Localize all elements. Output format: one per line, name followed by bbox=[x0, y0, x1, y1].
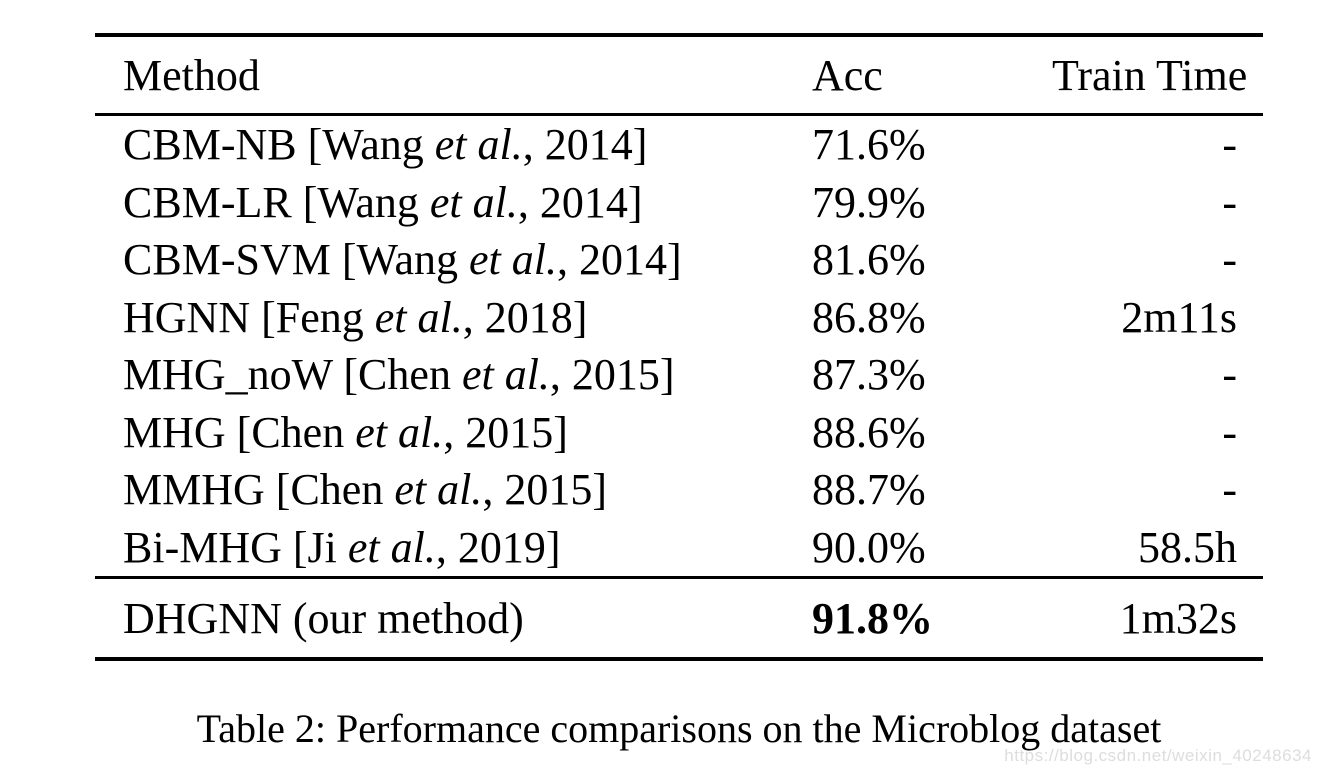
train-time-cell: - bbox=[1222, 177, 1237, 227]
method-cell: Bi-MHG [Ji et al., 2019] bbox=[123, 522, 812, 573]
method-text-post: , 2015] bbox=[443, 407, 568, 457]
train-time-cell: 1m32s bbox=[1119, 593, 1237, 643]
train-time-cell: 2m11s bbox=[1121, 292, 1237, 342]
method-etal-italic: et al. bbox=[374, 292, 463, 342]
acc-cell: 88.7% bbox=[812, 465, 926, 515]
acc-cell: 79.9% bbox=[812, 177, 926, 227]
top-rule bbox=[95, 33, 1263, 37]
method-cell: MHG [Chen et al., 2015] bbox=[123, 407, 812, 458]
method-text-pre: Bi-MHG [Ji bbox=[123, 522, 348, 572]
table-row: CBM-SVM [Wang et al., 2014] 81.6% - bbox=[95, 231, 1263, 289]
train-time-cell: - bbox=[1222, 235, 1237, 285]
method-text-pre: MMHG [Chen bbox=[123, 465, 395, 515]
method-cell: MMHG [Chen et al., 2015] bbox=[123, 464, 812, 515]
header-rule bbox=[95, 113, 1263, 116]
method-etal-italic: et al. bbox=[347, 522, 436, 572]
table-row: HGNN [Feng et al., 2018] 86.8% 2m11s bbox=[95, 289, 1263, 347]
method-cell: CBM-NB [Wang et al., 2014] bbox=[123, 119, 812, 170]
header-row: Method Acc Train Time bbox=[95, 37, 1263, 113]
method-cell: CBM-LR [Wang et al., 2014] bbox=[123, 177, 812, 228]
train-time-cell: - bbox=[1222, 120, 1237, 170]
highlight-row: DHGNN (our method) 91.8% 1m32s bbox=[95, 579, 1263, 657]
method-text-post: , 2014] bbox=[557, 235, 682, 285]
method-etal-italic: et al. bbox=[394, 465, 483, 515]
acc-cell: 88.6% bbox=[812, 407, 926, 457]
table-row: CBM-NB [Wang et al., 2014] 71.6% - bbox=[95, 116, 1263, 174]
method-cell: MHG_noW [Chen et al., 2015] bbox=[123, 349, 812, 400]
train-time-cell: 58.5h bbox=[1138, 522, 1237, 572]
method-text-post: , 2015] bbox=[549, 350, 675, 400]
method-text-pre: CBM-LR [Wang bbox=[123, 177, 430, 227]
method-text-post: , 2018] bbox=[462, 292, 588, 342]
pre-highlight-rule bbox=[95, 576, 1263, 579]
method-text-post: , 2019] bbox=[435, 522, 561, 572]
method-text-pre: MHG [Chen bbox=[123, 407, 356, 457]
method-text-post: , 2014] bbox=[517, 177, 643, 227]
method-text-pre: HGNN [Feng bbox=[123, 292, 375, 342]
col-header-acc: Acc bbox=[812, 50, 883, 100]
method-text-post: , 2015] bbox=[482, 465, 607, 515]
watermark-text: https://blog.csdn.net/weixin_40248634 bbox=[1004, 746, 1312, 765]
method-text-pre: CBM-NB [Wang bbox=[123, 120, 435, 170]
method-etal-italic: et al. bbox=[469, 235, 558, 285]
method-cell: CBM-SVM [Wang et al., 2014] bbox=[123, 234, 812, 285]
method-cell: DHGNN (our method) bbox=[123, 593, 812, 644]
results-table: Method Acc Train Time CBM-NB [Wang et al… bbox=[95, 33, 1263, 753]
acc-cell: 86.8% bbox=[812, 292, 926, 342]
acc-cell: 71.6% bbox=[812, 120, 926, 170]
col-header-method: Method bbox=[123, 50, 260, 100]
method-etal-italic: et al. bbox=[434, 120, 523, 170]
table-row: MHG_noW [Chen et al., 2015] 87.3% - bbox=[95, 346, 1263, 404]
method-text: DHGNN (our method) bbox=[123, 593, 524, 643]
acc-cell: 81.6% bbox=[812, 235, 926, 285]
acc-cell: 87.3% bbox=[812, 350, 926, 400]
table-row: MHG [Chen et al., 2015] 88.6% - bbox=[95, 404, 1263, 462]
method-text-post: , 2014] bbox=[522, 120, 648, 170]
acc-cell: 90.0% bbox=[812, 522, 926, 572]
table-row: CBM-LR [Wang et al., 2014] 79.9% - bbox=[95, 174, 1263, 232]
method-text-pre: CBM-SVM [Wang bbox=[123, 235, 470, 285]
train-time-cell: - bbox=[1222, 407, 1237, 457]
table-caption: Table 2: Performance comparisons on the … bbox=[196, 706, 1162, 751]
train-time-cell: - bbox=[1222, 350, 1237, 400]
train-time-cell: - bbox=[1222, 465, 1237, 515]
col-header-train-time: Train Time bbox=[1052, 50, 1248, 100]
table-body: CBM-NB [Wang et al., 2014] 71.6% - CBM-L… bbox=[95, 116, 1263, 576]
table-row: MMHG [Chen et al., 2015] 88.7% - bbox=[95, 461, 1263, 519]
method-etal-italic: et al. bbox=[355, 407, 444, 457]
method-text-pre: MHG_noW [Chen bbox=[123, 350, 462, 400]
method-etal-italic: et al. bbox=[461, 350, 550, 400]
acc-cell: 91.8% bbox=[812, 593, 933, 643]
method-cell: HGNN [Feng et al., 2018] bbox=[123, 292, 812, 343]
method-etal-italic: et al. bbox=[429, 177, 518, 227]
bottom-rule bbox=[95, 657, 1263, 661]
table-row: Bi-MHG [Ji et al., 2019] 90.0% 58.5h bbox=[95, 519, 1263, 577]
